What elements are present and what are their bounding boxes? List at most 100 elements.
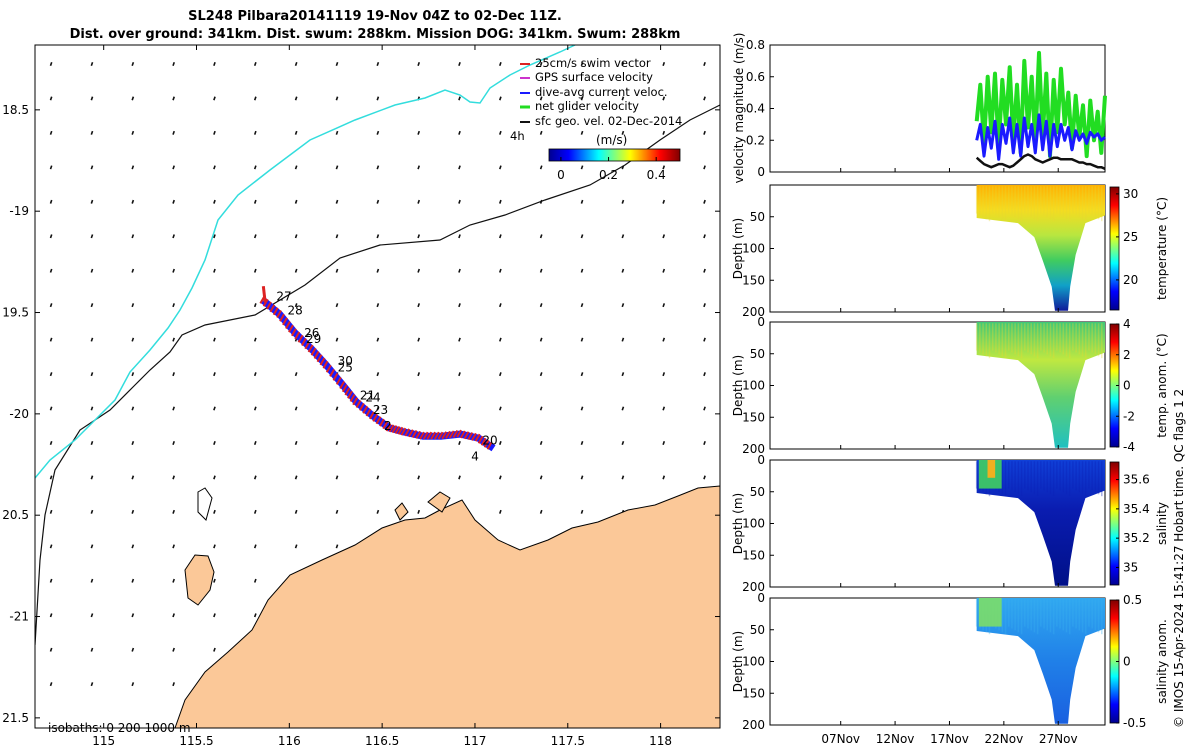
geo-arrow (294, 268, 298, 273)
swim-vector (352, 397, 359, 406)
geo-arrow (376, 440, 380, 445)
geo-arrow (335, 406, 339, 411)
glider-track (259, 286, 496, 452)
geo-arrow (49, 130, 53, 135)
section-y-tick-label: 50 (750, 347, 765, 361)
geo-arrow (131, 337, 135, 342)
geo-arrow (90, 682, 94, 687)
section-colorbar-tick-label: 0 (1123, 379, 1131, 393)
section-colorbar-tick-label: 20 (1123, 273, 1138, 287)
isobaths-label: isobaths: 0 200 1000 m (48, 721, 191, 735)
day-label: 26 (304, 326, 319, 340)
geo-arrow (294, 509, 298, 514)
geo-arrow (172, 165, 175, 170)
section-colorbar-tick-label: 35.4 (1123, 502, 1150, 516)
swim-vector (430, 431, 436, 440)
geo-arrow (703, 475, 706, 480)
swim-vector (365, 408, 372, 417)
geo-arrow (172, 61, 175, 66)
geo-arrow (498, 199, 502, 204)
geo-arrow (90, 475, 94, 480)
geo-arrow (213, 268, 216, 273)
geo-arrow (294, 440, 298, 445)
section-colorbar-tick-label: 2 (1123, 348, 1131, 362)
section-y-tick-label: 0 (757, 315, 765, 329)
geo-arrow (294, 234, 298, 239)
geo-arrow (580, 372, 584, 377)
geo-arrow (335, 61, 339, 66)
velocity-tick-label: 0.4 (746, 102, 765, 116)
swim-vector (341, 384, 348, 393)
geo-arrow (376, 475, 380, 480)
colorbar-tick-label: 0.2 (599, 168, 618, 182)
geo-arrow (294, 61, 298, 66)
map-y-tick-label: -20 (9, 407, 29, 421)
velocity-ylabel: velocity magnitude (m/s) (732, 33, 746, 184)
section-colorbar-tick-label: 0 (1123, 655, 1131, 669)
geo-arrow (90, 406, 94, 411)
swim-vector (385, 423, 392, 432)
section-colorbar-tick-label: -2 (1123, 409, 1135, 423)
geo-arrow (172, 647, 175, 652)
geo-arrow (335, 199, 339, 204)
swim-vector (276, 310, 282, 319)
swim-vector (266, 301, 272, 310)
geo-arrow (539, 440, 543, 445)
geo-arrow (335, 96, 339, 101)
geo-arrow (172, 578, 175, 583)
geo-arrow (376, 130, 380, 135)
geo-arrow (621, 61, 625, 66)
swim-vector (269, 304, 276, 313)
time-tick-label: 27Nov (1039, 732, 1078, 746)
geo-arrow (253, 372, 257, 377)
section-data (976, 460, 1105, 586)
geo-arrow (703, 96, 706, 101)
geo-arrow (49, 440, 53, 445)
geo-arrow (90, 337, 94, 342)
geo-arrow (90, 509, 94, 514)
geo-arrow (703, 61, 706, 66)
coastline-land (174, 485, 720, 728)
credit-line: © IMOS 15-Apr-2024 15:41:27 Hobart time.… (1172, 388, 1186, 728)
geo-arrow (417, 509, 421, 514)
geo-arrow (335, 440, 339, 445)
geo-arrow (172, 130, 175, 135)
velocity-series (974, 50, 1107, 170)
geo-arrow (539, 337, 543, 342)
section-colorbar-tick-label: -4 (1123, 440, 1135, 454)
map-x-tick-label: 116.5 (365, 734, 399, 748)
geo-arrow (417, 130, 421, 135)
geo-arrow (294, 544, 298, 549)
geo-arrow (498, 165, 502, 170)
velocity-tick-label: 0.6 (746, 70, 765, 84)
swim-vector (301, 338, 307, 347)
map-x-tick-label: 117.5 (551, 734, 585, 748)
geo-arrow (539, 303, 543, 308)
swim-vector (262, 298, 269, 307)
geo-arrow (417, 303, 421, 308)
section-colorbar-label: temperature (°C) (1155, 197, 1169, 300)
geo-arrow (376, 509, 380, 514)
geo-arrow (131, 303, 135, 308)
geo-arrow (335, 165, 339, 170)
geo-arrow (49, 165, 53, 170)
geo-arrow (294, 199, 298, 204)
section-y-tick-label: 150 (742, 686, 765, 700)
geo-arrow (376, 406, 380, 411)
geo-arrow (662, 130, 666, 135)
isobath-1000m (35, 45, 576, 479)
geo-arrow (213, 165, 216, 170)
geo-arrow (253, 303, 257, 308)
velocity-panel: 0 0.2 0.4 0.6 0.8 velocity magnitude (m/s) (732, 33, 1107, 184)
day-label: 25 (338, 360, 353, 374)
geo-arrow (213, 578, 216, 583)
geo-arrow (580, 61, 584, 66)
geo-arrow (539, 96, 543, 101)
section-panel: 50 100 150 200 Depth (m) 30 25 20 temperature (°… (731, 184, 1169, 319)
geo-arrow (131, 406, 135, 411)
swim-vector (316, 354, 323, 363)
geo-arrow (49, 509, 53, 514)
swim-vector (322, 360, 329, 369)
swim-vector (404, 428, 410, 437)
geo-arrow (498, 509, 502, 514)
